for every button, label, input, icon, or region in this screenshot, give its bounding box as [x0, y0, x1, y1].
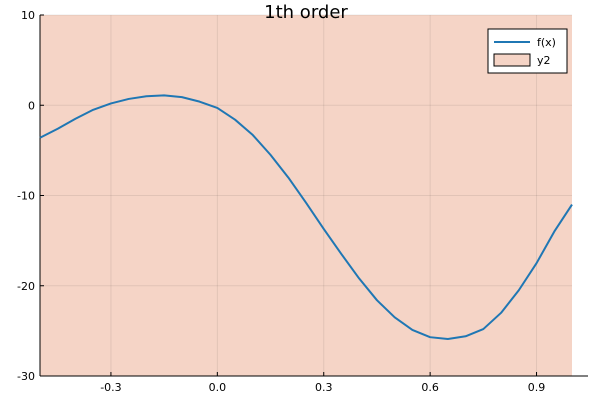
line-series-layer — [39, 94, 573, 340]
chart-title: 1th order — [264, 2, 348, 23]
x-tick-label: 0.9 — [528, 381, 546, 394]
grid-layer — [40, 14, 572, 377]
x-tick-label: 0.3 — [315, 381, 333, 394]
y-tick-label: 0 — [28, 99, 35, 112]
line-series-f-x — [39, 94, 573, 340]
x-tick-label: 0.6 — [421, 381, 439, 394]
legend-label-y2: y2 — [537, 54, 551, 67]
area-series-layer — [40, 15, 572, 376]
x-tick-label: 0.0 — [209, 381, 227, 394]
y-tick-label: -10 — [17, 190, 35, 203]
axes-layer — [39, 14, 588, 377]
tick-labels: -0.3 0.0 0.3 0.6 0.9 -30 -20 -10 0 10 — [17, 9, 545, 394]
legend: f(x) y2 — [487, 28, 568, 74]
legend-label-f-x: f(x) — [537, 36, 556, 49]
area-series-y2 — [40, 15, 572, 376]
y-tick-label: 10 — [21, 9, 35, 22]
y-tick-label: -20 — [17, 280, 35, 293]
y-tick-label: -30 — [17, 370, 35, 383]
x-tick-label: -0.3 — [100, 381, 121, 394]
legend-swatch-y2 — [493, 53, 531, 67]
